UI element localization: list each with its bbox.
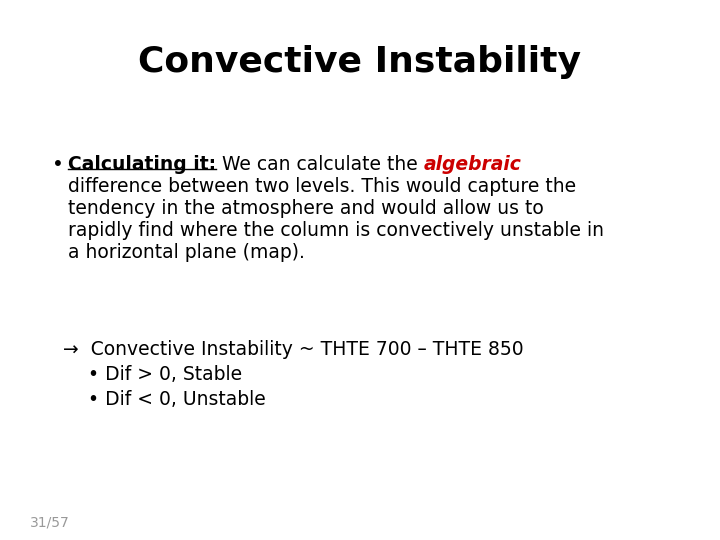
Text: Convective Instability: Convective Instability bbox=[138, 45, 582, 79]
Text: We can calculate the: We can calculate the bbox=[216, 155, 424, 174]
Text: algebraic: algebraic bbox=[424, 155, 522, 174]
Text: • Dif < 0, Unstable: • Dif < 0, Unstable bbox=[88, 390, 266, 409]
Text: tendency in the atmosphere and would allow us to: tendency in the atmosphere and would all… bbox=[68, 199, 544, 218]
Text: •: • bbox=[52, 155, 64, 174]
Text: difference between two levels. This would capture the: difference between two levels. This woul… bbox=[68, 177, 576, 196]
Text: →  Convective Instability ~ THTE 700 – THTE 850: → Convective Instability ~ THTE 700 – TH… bbox=[63, 340, 523, 359]
Text: 31/57: 31/57 bbox=[30, 515, 70, 529]
Text: Calculating it:: Calculating it: bbox=[68, 155, 216, 174]
Text: • Dif > 0, Stable: • Dif > 0, Stable bbox=[88, 365, 242, 384]
Text: a horizontal plane (map).: a horizontal plane (map). bbox=[68, 243, 305, 262]
Text: rapidly find where the column is convectively unstable in: rapidly find where the column is convect… bbox=[68, 221, 604, 240]
